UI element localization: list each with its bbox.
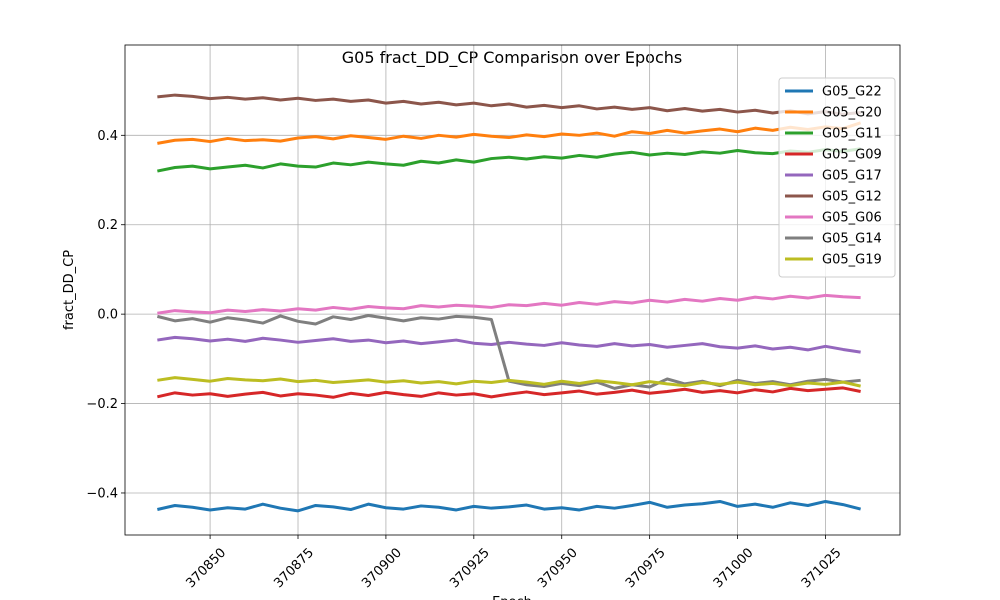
series-line <box>157 499 861 513</box>
y-tick-label: −0.2 <box>86 397 118 412</box>
legend-label: G05_G19 <box>822 253 882 268</box>
x-axis-label: Epoch <box>492 595 532 600</box>
legend-label: G05_G14 <box>822 232 882 247</box>
plot-frame <box>124 44 901 536</box>
series-line <box>157 376 861 388</box>
y-tick-label: 0.2 <box>97 218 118 233</box>
x-tick-label: 371000 <box>711 545 757 591</box>
chart-title: G05 fract_DD_CP Comparison over Epochs <box>342 48 682 68</box>
y-tick-label: 0.4 <box>97 129 118 144</box>
legend-label: G05_G11 <box>822 127 882 142</box>
legend-label: G05_G17 <box>822 169 882 184</box>
series-line <box>157 293 861 315</box>
legend-label: G05_G09 <box>822 148 882 163</box>
x-tick-label: 370875 <box>271 545 317 591</box>
series-line <box>157 93 861 116</box>
legend-label: G05_G12 <box>822 190 882 205</box>
y-tick-label: 0.0 <box>97 308 118 323</box>
x-tick-label: 370850 <box>183 545 229 591</box>
series-line <box>157 121 862 145</box>
legend-label: G05_G22 <box>822 85 882 100</box>
x-tick-label: 370975 <box>623 545 669 591</box>
series-line <box>157 147 861 173</box>
series-line <box>157 386 861 399</box>
legend-label: G05_G20 <box>822 106 882 121</box>
x-tick-label: 370950 <box>535 545 581 591</box>
legend-box <box>778 77 896 278</box>
x-tick-label: 370900 <box>359 545 405 591</box>
y-tick-label: −0.4 <box>86 486 118 501</box>
legend-label: G05_G06 <box>822 211 882 226</box>
y-axis-label: fract_DD_CP <box>62 250 77 330</box>
x-tick-label: 370925 <box>447 545 493 591</box>
series-line <box>157 335 861 354</box>
x-tick-label: 371025 <box>799 545 845 591</box>
series-line <box>156 313 861 390</box>
